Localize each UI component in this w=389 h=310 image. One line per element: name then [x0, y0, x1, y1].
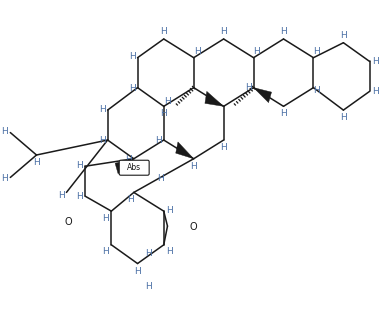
Polygon shape [176, 142, 194, 159]
Text: H: H [145, 249, 152, 258]
Text: H: H [102, 214, 109, 223]
Text: H: H [340, 31, 347, 40]
Text: H: H [254, 47, 260, 56]
Text: H: H [127, 195, 134, 204]
Text: H: H [134, 267, 141, 276]
Text: H: H [190, 162, 197, 171]
Text: H: H [76, 161, 83, 170]
Text: H: H [125, 155, 132, 164]
Text: H: H [99, 136, 106, 145]
Text: O: O [65, 217, 72, 227]
Text: H: H [155, 136, 161, 145]
Text: H: H [164, 97, 170, 106]
Polygon shape [254, 88, 272, 103]
Text: H: H [145, 282, 152, 291]
Text: H: H [1, 174, 8, 183]
FancyBboxPatch shape [119, 160, 149, 175]
Text: H: H [245, 83, 252, 92]
Text: H: H [280, 109, 287, 118]
Text: H: H [220, 27, 227, 36]
Text: H: H [220, 143, 227, 152]
Text: O: O [189, 222, 197, 232]
Text: H: H [160, 109, 167, 118]
Text: H: H [157, 175, 164, 184]
Text: H: H [1, 127, 8, 136]
Text: H: H [160, 27, 167, 36]
Text: H: H [76, 193, 83, 202]
Text: H: H [373, 57, 379, 66]
Text: H: H [58, 191, 65, 200]
Text: H: H [314, 47, 320, 56]
Text: Abs: Abs [127, 163, 141, 172]
Text: H: H [373, 87, 379, 96]
Polygon shape [115, 159, 134, 174]
Text: H: H [314, 86, 320, 95]
Text: H: H [129, 52, 136, 61]
Polygon shape [205, 91, 224, 106]
Text: H: H [194, 47, 200, 56]
Text: H: H [99, 105, 106, 114]
Text: H: H [340, 113, 347, 122]
Text: H: H [166, 247, 173, 256]
Text: H: H [129, 84, 136, 93]
Text: H: H [166, 206, 173, 215]
Text: H: H [280, 27, 287, 36]
Text: H: H [102, 247, 109, 256]
Text: H: H [33, 157, 40, 166]
